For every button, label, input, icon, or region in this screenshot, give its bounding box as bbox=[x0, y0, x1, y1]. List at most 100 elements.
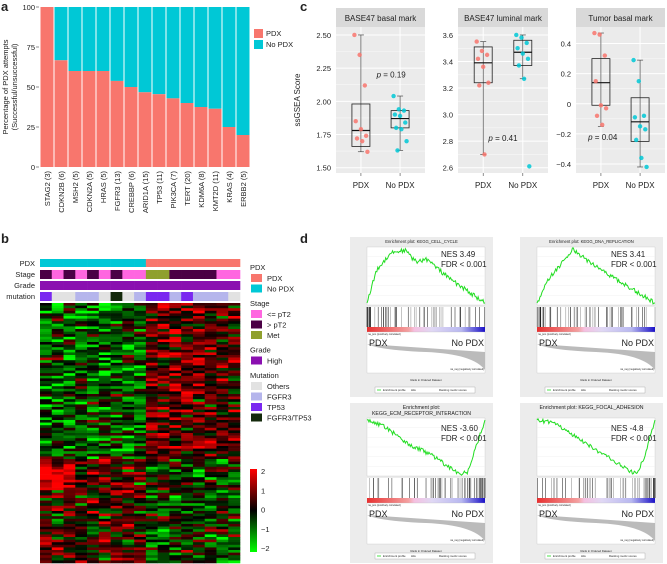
heatmap-cell bbox=[40, 305, 53, 309]
heatmap-cell bbox=[134, 427, 147, 431]
heatmap-cell bbox=[228, 552, 241, 556]
heatmap-cell bbox=[157, 368, 170, 371]
bar-pdx bbox=[166, 98, 180, 167]
heatmap-cell bbox=[204, 466, 217, 470]
heatmap-cell bbox=[157, 500, 170, 504]
heatmap-cell bbox=[40, 479, 53, 483]
heatmap-cell bbox=[181, 310, 194, 314]
heatmap-cell bbox=[110, 521, 123, 525]
heatmap-cell bbox=[40, 326, 53, 330]
heatmap-cell bbox=[157, 391, 170, 395]
heatmap-cell bbox=[98, 401, 111, 405]
heatmap-cell bbox=[98, 544, 111, 548]
legend-label: Hits bbox=[581, 554, 586, 558]
heatmap-cell bbox=[122, 495, 135, 499]
heatmap-cell bbox=[181, 516, 194, 520]
data-point bbox=[520, 51, 525, 56]
heatmap-cell bbox=[51, 326, 64, 330]
heatmap-cell bbox=[122, 391, 135, 395]
heatmap-cell bbox=[192, 550, 206, 553]
rank-color-bar bbox=[537, 327, 655, 332]
heatmap-cell bbox=[134, 511, 147, 514]
heatmap-cell bbox=[169, 331, 182, 335]
colorbar bbox=[250, 469, 257, 552]
heatmap-cell bbox=[169, 430, 182, 434]
heatmap-cell bbox=[181, 365, 194, 369]
heatmap-cell bbox=[87, 550, 100, 553]
heatmap-cell bbox=[122, 446, 135, 449]
heatmap-cell bbox=[169, 365, 182, 369]
heatmap-cell bbox=[63, 539, 76, 543]
y-tick-label: 2.6 bbox=[443, 164, 453, 173]
heatmap-cell bbox=[192, 464, 206, 468]
heatmap-cell bbox=[192, 490, 206, 494]
heatmap-cell bbox=[192, 355, 206, 358]
annotation-cell bbox=[228, 292, 241, 301]
enrichment-profile-line bbox=[366, 247, 486, 304]
heatmap-cell bbox=[192, 544, 206, 548]
heatmap-cell bbox=[181, 526, 194, 530]
heatmap-cell bbox=[122, 466, 135, 470]
heatmap-cell bbox=[134, 305, 147, 309]
heatmap-cell bbox=[157, 326, 170, 330]
heatmap-cell bbox=[63, 459, 76, 462]
heatmap-cell bbox=[204, 461, 217, 465]
heatmap-cell bbox=[228, 349, 241, 353]
facet-strip bbox=[336, 8, 425, 27]
heatmap-cell bbox=[204, 407, 217, 410]
heatmap-cell bbox=[134, 537, 147, 540]
heatmap-cell bbox=[110, 365, 123, 369]
heatmap-cell bbox=[110, 368, 123, 371]
heatmap-cell bbox=[216, 560, 229, 564]
heatmap-cell bbox=[51, 368, 64, 371]
heatmap-cell bbox=[169, 370, 182, 374]
annotation-cell bbox=[63, 281, 76, 290]
heatmap-cell bbox=[169, 321, 182, 325]
heatmap-cell bbox=[87, 453, 100, 457]
heatmap-cell bbox=[75, 303, 88, 306]
ranking-metric-scores bbox=[537, 344, 655, 370]
heatmap-cell bbox=[169, 396, 182, 400]
heatmap-cell bbox=[169, 474, 182, 478]
heatmap-cell bbox=[75, 479, 88, 483]
heatmap-cell bbox=[228, 310, 241, 314]
heatmap-cell bbox=[169, 313, 182, 317]
heatmap-cell bbox=[98, 555, 111, 559]
heatmap-cell bbox=[110, 331, 123, 335]
data-point bbox=[636, 78, 641, 84]
heatmap-cell bbox=[181, 305, 194, 309]
heatmap-cell bbox=[75, 425, 88, 429]
heatmap-cell bbox=[192, 492, 206, 496]
heatmap-cell bbox=[98, 487, 111, 491]
heatmap-cell bbox=[51, 513, 64, 517]
heatmap-cell bbox=[145, 375, 158, 379]
heatmap-cell bbox=[228, 303, 241, 306]
heatmap-cell bbox=[157, 394, 170, 397]
heatmap-cell bbox=[75, 524, 88, 527]
data-point bbox=[403, 120, 408, 125]
heatmap-cell bbox=[157, 547, 170, 551]
heatmap-cell bbox=[145, 513, 158, 517]
heatmap-cell bbox=[192, 446, 206, 449]
heatmap-cell bbox=[228, 518, 241, 522]
heatmap-cell bbox=[216, 425, 229, 429]
legend-label: No PDX bbox=[266, 40, 293, 49]
heatmap-cell bbox=[145, 412, 158, 416]
heatmap-cell bbox=[110, 531, 123, 535]
heatmap-cell bbox=[63, 438, 76, 442]
heatmap-cell bbox=[110, 516, 123, 520]
heatmap-cell bbox=[157, 555, 170, 559]
heatmap-cell bbox=[169, 381, 182, 384]
heatmap-cell bbox=[181, 461, 194, 465]
x-axis-label: Rank in Ordered Dataset bbox=[581, 549, 612, 553]
heatmap-cell bbox=[63, 425, 76, 429]
heatmap-cell bbox=[87, 357, 100, 361]
heatmap-cell bbox=[51, 550, 64, 553]
heatmap-cell bbox=[51, 511, 64, 514]
heatmap-cell bbox=[192, 383, 206, 387]
annotation-cell bbox=[204, 259, 217, 267]
heatmap-cell bbox=[87, 412, 100, 416]
heatmap-cell bbox=[98, 331, 111, 335]
heatmap-cell bbox=[134, 339, 147, 343]
heatmap-cell bbox=[75, 433, 88, 436]
